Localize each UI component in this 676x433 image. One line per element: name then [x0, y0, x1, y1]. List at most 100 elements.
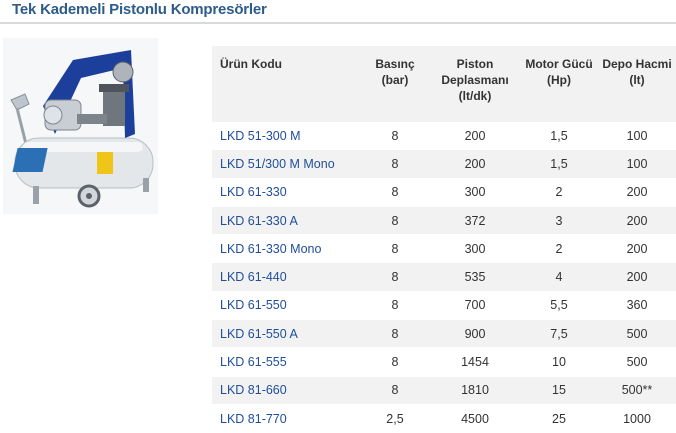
table-row: LKD 61-440 8 535 4 200: [212, 262, 676, 292]
compressor-illustration: [10, 50, 154, 208]
cell-displacement: 300: [430, 234, 520, 264]
warning-label: [97, 152, 113, 174]
table-row: LKD 61-555 8 1454 10 500: [212, 347, 676, 377]
motor-frame: [43, 50, 135, 138]
header-line: Ürün Kodu: [220, 57, 282, 71]
compressor-spec-table: Ürün Kodu Basınç (bar) Piston Deplasmanı (lt/…: [212, 46, 676, 433]
table-row: LKD 61-550 A 8 900 7,5 500: [212, 319, 676, 349]
header-line: Deplasmanı: [441, 73, 509, 87]
tank-foot: [33, 186, 39, 204]
cell-motor-power: 7,5: [520, 319, 598, 349]
cell-product-code[interactable]: LKD 81-770: [212, 404, 360, 433]
cell-product-code[interactable]: LKD 61-555: [212, 347, 360, 377]
brand-label: [12, 148, 48, 172]
cell-tank-volume: 100: [598, 149, 676, 179]
cell-displacement: 535: [430, 262, 520, 292]
cell-motor-power: 15: [520, 376, 598, 405]
cell-motor-power: 1,5: [520, 122, 598, 151]
cell-pressure: 8: [360, 347, 430, 377]
cell-motor-power: 2: [520, 178, 598, 207]
air-compressor-image: [3, 38, 158, 214]
cell-displacement: 900: [430, 319, 520, 349]
cell-pressure: 8: [360, 178, 430, 207]
cell-product-code[interactable]: LKD 61-330 A: [212, 206, 360, 236]
cell-product-code[interactable]: LKD 61-330 Mono: [212, 234, 360, 264]
header-line: Motor Gücü: [525, 57, 593, 71]
table-row: LKD 61-330 Mono 8 300 2 200: [212, 234, 676, 264]
cell-displacement: 1810: [430, 376, 520, 405]
cell-pressure: 8: [360, 206, 430, 236]
table-row: LKD 61-550 8 700 5,5 360: [212, 291, 676, 321]
cell-tank-volume: 200: [598, 262, 676, 292]
cell-pressure: 8: [360, 319, 430, 349]
header-line: Piston: [456, 57, 494, 71]
header-line: Depo Hacmi: [602, 57, 672, 71]
header-motor-power: Motor Gücü (Hp): [520, 46, 598, 122]
cell-motor-power: 5,5: [520, 291, 598, 321]
cell-tank-volume: 500: [598, 319, 676, 349]
header-line: (lt): [629, 73, 645, 87]
cell-displacement: 700: [430, 291, 520, 321]
tank-highlight: [23, 142, 143, 152]
tank-foot-right: [143, 178, 149, 192]
cell-displacement: 4500: [430, 404, 520, 433]
cell-product-code[interactable]: LKD 81-660: [212, 376, 360, 405]
cell-motor-power: 10: [520, 347, 598, 377]
cell-product-code[interactable]: LKD 61-330: [212, 178, 360, 207]
header-line: Basınç: [375, 57, 415, 71]
header-product-code: Ürün Kodu: [212, 46, 360, 122]
page-title: Tek Kademeli Pistonlu Kompresörler: [12, 1, 267, 18]
cell-motor-power: 25: [520, 404, 598, 433]
header-line: (bar): [381, 73, 409, 87]
table-row: LKD 81-660 8 1810 15 500**: [212, 376, 676, 405]
header-line: (lt/dk): [458, 89, 492, 103]
cell-motor-power: 3: [520, 206, 598, 236]
cell-tank-volume: 100: [598, 122, 676, 151]
cell-pressure: 8: [360, 291, 430, 321]
title-divider: [0, 22, 676, 24]
cell-tank-volume: 200: [598, 178, 676, 207]
cell-tank-volume: 200: [598, 234, 676, 264]
cell-pressure: 8: [360, 234, 430, 264]
flywheel: [112, 61, 134, 83]
table-row: LKD 61-330 A 8 372 3 200: [212, 206, 676, 236]
handle-grip: [10, 93, 30, 111]
header-line: (Hp): [547, 73, 571, 87]
spec-table-header: Ürün Kodu Basınç (bar) Piston Deplasmanı (lt/…: [212, 46, 676, 122]
cell-displacement: 372: [430, 206, 520, 236]
cell-pressure: 8: [360, 149, 430, 179]
table-row: LKD 51-300 M 8 200 1,5 100: [212, 122, 676, 151]
cell-tank-volume: 1000: [598, 404, 676, 433]
cell-motor-power: 4: [520, 262, 598, 292]
pump-cylinder: [103, 90, 125, 126]
cell-displacement: 1454: [430, 347, 520, 377]
cell-tank-volume: 500: [598, 347, 676, 377]
cell-product-code[interactable]: LKD 61-440: [212, 262, 360, 292]
cell-tank-volume: 200: [598, 206, 676, 236]
table-row: LKD 61-330 8 300 2 200: [212, 178, 676, 207]
cell-product-code[interactable]: LKD 61-550 A: [212, 319, 360, 349]
cell-pressure: 8: [360, 122, 430, 151]
cell-pressure: 8: [360, 376, 430, 405]
header-piston-displacement: Piston Deplasmanı (lt/dk): [430, 46, 520, 122]
handle-bar: [15, 107, 29, 149]
cell-displacement: 300: [430, 178, 520, 207]
wheel-hub: [86, 193, 92, 199]
header-tank-volume: Depo Hacmi (lt): [598, 46, 676, 122]
cell-motor-power: 1,5: [520, 149, 598, 179]
cell-pressure: 2,5: [360, 404, 430, 433]
cell-motor-power: 2: [520, 234, 598, 264]
spec-table-body: LKD 51-300 M 8 200 1,5 100 LKD 51/300 M Mono 8…: [212, 122, 676, 433]
table-row: LKD 51/300 M Mono 8 200 1,5 100: [212, 149, 676, 179]
cell-product-code[interactable]: LKD 51-300 M: [212, 122, 360, 151]
cell-tank-volume: 500**: [598, 376, 676, 405]
drive-belt: [77, 114, 107, 124]
cell-displacement: 200: [430, 149, 520, 179]
header-row: Ürün Kodu Basınç (bar) Piston Deplasmanı (lt/…: [212, 46, 676, 122]
cell-tank-volume: 360: [598, 291, 676, 321]
header-pressure: Basınç (bar): [360, 46, 430, 122]
cell-pressure: 8: [360, 262, 430, 292]
table-row: LKD 81-770 2,5 4500 25 1000: [212, 404, 676, 433]
cell-product-code[interactable]: LKD 61-550: [212, 291, 360, 321]
cell-product-code[interactable]: LKD 51/300 M Mono: [212, 149, 360, 179]
